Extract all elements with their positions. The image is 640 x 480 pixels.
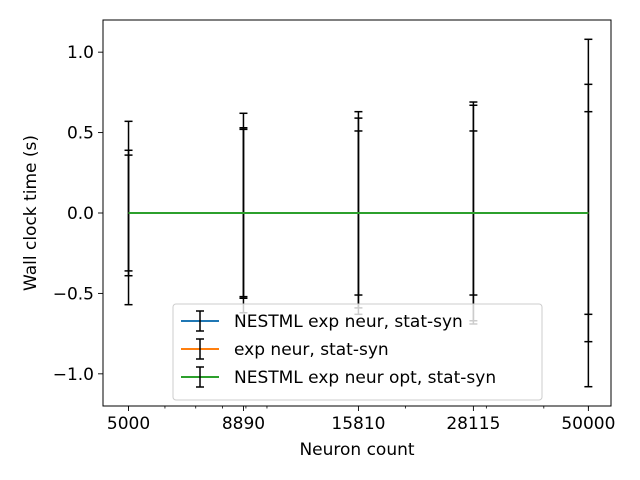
x-tick-label: 28115 — [446, 414, 500, 434]
x-axis-label: Neuron count — [299, 440, 414, 460]
x-tick-label: 15810 — [331, 414, 385, 434]
legend: NESTML exp neur, stat-syn exp neur, stat-… — [172, 303, 543, 401]
y-tick-label: 0.0 — [67, 204, 94, 224]
y-axis: 1.0 0.5 0.0 −0.5 −1.0 — [53, 43, 103, 385]
y-tick-label: 0.5 — [67, 124, 94, 144]
legend-label: NESTML exp neur opt, stat-syn — [234, 368, 496, 388]
x-tick-label: 8890 — [222, 414, 265, 434]
y-tick-label: −0.5 — [53, 284, 94, 304]
legend-box — [172, 303, 543, 401]
y-axis-label: Wall clock time (s) — [21, 135, 41, 291]
x-axis: 5000 8890 15810 28115 50000 — [107, 406, 615, 434]
y-tick-label: 1.0 — [67, 43, 94, 63]
x-tick-label: 5000 — [107, 414, 150, 434]
x-tick-label: 50000 — [561, 414, 615, 434]
legend-label: NESTML exp neur, stat-syn — [234, 312, 463, 332]
y-tick-label: −1.0 — [53, 365, 94, 385]
legend-label: exp neur, stat-syn — [234, 340, 389, 360]
